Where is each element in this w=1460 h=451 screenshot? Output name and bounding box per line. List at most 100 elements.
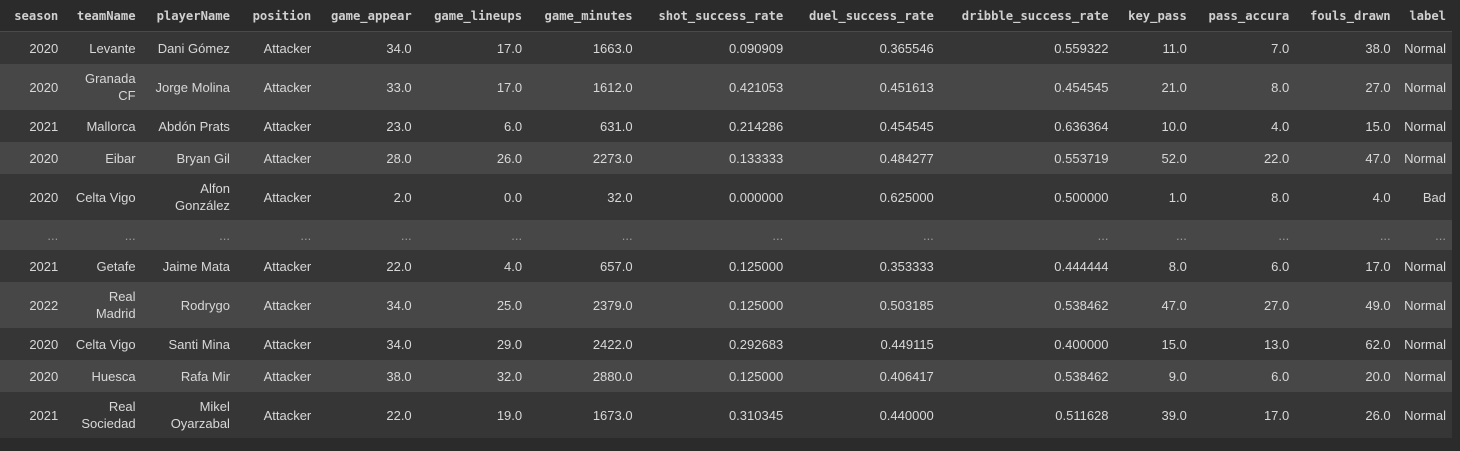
cell-game_appear: 22.0	[317, 392, 418, 438]
cell-dribble_success_rate: 0.500000	[939, 174, 1115, 220]
column-header-fouls_drawn[interactable]: fouls_drawn	[1295, 0, 1397, 32]
cell-game_lineups: 32.0	[417, 360, 529, 392]
cell-teamName: Celta Vigo	[64, 174, 142, 220]
cell-duel_success_rate: 0.365546	[789, 31, 940, 64]
cell-duel_success_rate: 0.440000	[789, 392, 940, 438]
cell-game_appear: 23.0	[317, 110, 418, 142]
cell-ellipsis: ...	[1295, 220, 1397, 250]
cell-teamName: Granada CF	[64, 64, 142, 110]
column-header-duel_success_rate[interactable]: duel_success_rate	[789, 0, 940, 32]
header-row: season teamName playerName position game…	[0, 0, 1452, 32]
ellipsis-row: ... ... ... ... ... ... ... ... ... ... …	[0, 220, 1452, 250]
dataframe-table: season teamName playerName position game…	[0, 0, 1452, 438]
cell-season: 2020	[0, 328, 65, 360]
cell-game_minutes: 1673.0	[528, 392, 639, 438]
cell-game_minutes: 2273.0	[528, 142, 639, 174]
cell-pass_accura: 8.0	[1192, 64, 1296, 110]
column-header-key_pass[interactable]: key_pass	[1114, 0, 1193, 32]
cell-fouls_drawn: 26.0	[1295, 392, 1397, 438]
cell-pass_accura: 13.0	[1192, 328, 1296, 360]
cell-game_minutes: 2880.0	[528, 360, 639, 392]
cell-playerName: Abdón Prats	[141, 110, 236, 142]
cell-game_lineups: 0.0	[417, 174, 529, 220]
cell-season: 2021	[0, 392, 65, 438]
column-header-game_minutes[interactable]: game_minutes	[528, 0, 639, 32]
table-row: 2020 Celta Vigo Santi Mina Attacker 34.0…	[0, 328, 1452, 360]
cell-shot_success_rate: 0.125000	[638, 360, 790, 392]
cell-ellipsis: ...	[1396, 220, 1452, 250]
cell-pass_accura: 17.0	[1192, 392, 1296, 438]
column-header-dribble_success_rate[interactable]: dribble_success_rate	[939, 0, 1115, 32]
cell-shot_success_rate: 0.000000	[638, 174, 790, 220]
cell-shot_success_rate: 0.125000	[638, 282, 790, 328]
cell-season: 2021	[0, 110, 65, 142]
cell-teamName: Real Madrid	[64, 282, 142, 328]
cell-label: Bad	[1396, 174, 1452, 220]
cell-game_lineups: 29.0	[417, 328, 529, 360]
column-header-label[interactable]: label	[1396, 0, 1452, 32]
table-row: 2020 Celta Vigo Alfon González Attacker …	[0, 174, 1452, 220]
cell-pass_accura: 27.0	[1192, 282, 1296, 328]
cell-game_minutes: 1612.0	[528, 64, 639, 110]
cell-position: Attacker	[235, 392, 318, 438]
cell-teamName: Eibar	[64, 142, 142, 174]
cell-label: Normal	[1396, 250, 1452, 282]
column-header-game_appear[interactable]: game_appear	[317, 0, 418, 32]
cell-position: Attacker	[235, 142, 318, 174]
cell-game_minutes: 1663.0	[528, 31, 639, 64]
cell-duel_success_rate: 0.454545	[789, 110, 940, 142]
cell-dribble_success_rate: 0.511628	[939, 392, 1115, 438]
cell-dribble_success_rate: 0.553719	[939, 142, 1115, 174]
cell-fouls_drawn: 47.0	[1295, 142, 1397, 174]
cell-ellipsis: ...	[141, 220, 236, 250]
cell-dribble_success_rate: 0.400000	[939, 328, 1115, 360]
cell-key_pass: 1.0	[1114, 174, 1193, 220]
cell-shot_success_rate: 0.125000	[638, 250, 790, 282]
cell-game_lineups: 17.0	[417, 64, 529, 110]
cell-dribble_success_rate: 0.444444	[939, 250, 1115, 282]
cell-key_pass: 21.0	[1114, 64, 1193, 110]
cell-position: Attacker	[235, 360, 318, 392]
cell-key_pass: 10.0	[1114, 110, 1193, 142]
cell-playerName: Bryan Gil	[141, 142, 236, 174]
column-header-shot_success_rate[interactable]: shot_success_rate	[638, 0, 790, 32]
column-header-game_lineups[interactable]: game_lineups	[417, 0, 529, 32]
cell-duel_success_rate: 0.353333	[789, 250, 940, 282]
cell-dribble_success_rate: 0.454545	[939, 64, 1115, 110]
table-row: 2021 Real Sociedad Mikel Oyarzabal Attac…	[0, 392, 1452, 438]
cell-teamName: Getafe	[64, 250, 142, 282]
cell-playerName: Jorge Molina	[141, 64, 236, 110]
cell-playerName: Rafa Mir	[141, 360, 236, 392]
cell-fouls_drawn: 15.0	[1295, 110, 1397, 142]
cell-playerName: Santi Mina	[141, 328, 236, 360]
cell-label: Normal	[1396, 392, 1452, 438]
column-header-pass_accura[interactable]: pass_accura	[1192, 0, 1296, 32]
column-header-teamName[interactable]: teamName	[64, 0, 142, 32]
cell-key_pass: 9.0	[1114, 360, 1193, 392]
cell-label: Normal	[1396, 282, 1452, 328]
column-header-position[interactable]: position	[235, 0, 318, 32]
column-header-playerName[interactable]: playerName	[141, 0, 236, 32]
cell-fouls_drawn: 17.0	[1295, 250, 1397, 282]
cell-pass_accura: 7.0	[1192, 31, 1296, 64]
cell-fouls_drawn: 62.0	[1295, 328, 1397, 360]
cell-ellipsis: ...	[1114, 220, 1193, 250]
table-row: 2022 Real Madrid Rodrygo Attacker 34.0 2…	[0, 282, 1452, 328]
cell-fouls_drawn: 20.0	[1295, 360, 1397, 392]
cell-game_appear: 34.0	[317, 31, 418, 64]
table-row: 2020 Huesca Rafa Mir Attacker 38.0 32.0 …	[0, 360, 1452, 392]
cell-key_pass: 15.0	[1114, 328, 1193, 360]
cell-game_minutes: 2379.0	[528, 282, 639, 328]
cell-duel_success_rate: 0.503185	[789, 282, 940, 328]
cell-key_pass: 11.0	[1114, 31, 1193, 64]
cell-game_appear: 22.0	[317, 250, 418, 282]
cell-playerName: Alfon González	[141, 174, 236, 220]
cell-season: 2020	[0, 174, 65, 220]
column-header-season[interactable]: season	[0, 0, 65, 32]
cell-game_minutes: 657.0	[528, 250, 639, 282]
cell-playerName: Mikel Oyarzabal	[141, 392, 236, 438]
cell-season: 2020	[0, 64, 65, 110]
cell-key_pass: 47.0	[1114, 282, 1193, 328]
cell-pass_accura: 22.0	[1192, 142, 1296, 174]
cell-ellipsis: ...	[317, 220, 418, 250]
